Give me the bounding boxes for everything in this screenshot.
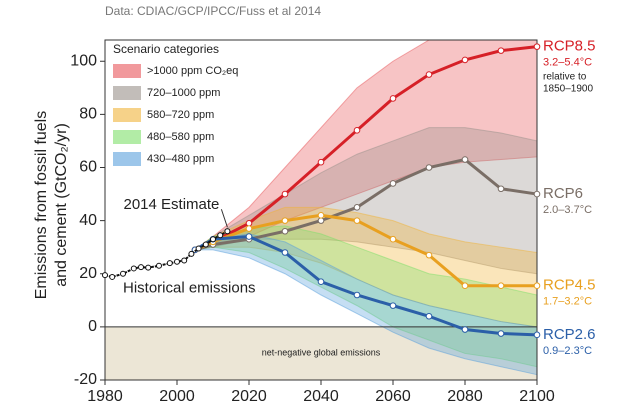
- legend-title: Scenario categories: [113, 42, 219, 56]
- point: [281, 249, 289, 256]
- point: [245, 219, 253, 227]
- point: [317, 217, 325, 224]
- point: [533, 331, 541, 339]
- point: [461, 282, 469, 290]
- series-temperature: 1.7–3.2°C: [543, 296, 592, 308]
- point: [461, 156, 469, 163]
- point: [497, 330, 505, 337]
- x-tick-label: 1980: [87, 388, 123, 405]
- point: [353, 217, 361, 224]
- point: [281, 190, 289, 198]
- negative-label: net-negative global emissions: [262, 347, 381, 357]
- x-tick-label: 2060: [375, 388, 411, 405]
- point: [461, 326, 469, 333]
- point: [389, 180, 397, 187]
- historical-point: [181, 257, 188, 264]
- point: [425, 164, 433, 171]
- y-tick-label: 60: [79, 159, 97, 176]
- historical-line: [104, 230, 228, 278]
- x-tick-label: 2020: [231, 388, 267, 405]
- point: [245, 225, 253, 232]
- legend-label: 720–1000 ppm: [147, 87, 220, 99]
- point: [389, 95, 397, 102]
- point: [461, 56, 469, 64]
- series-label: RCP2.6: [543, 326, 596, 343]
- y-tick-label: 80: [79, 106, 97, 123]
- historical-point: [217, 232, 224, 239]
- source-note: Data: CDIAC/GCP/IPCC/Fuss et al 2014: [105, 4, 321, 18]
- historical-point: [188, 250, 195, 257]
- y-tick-label: 20: [79, 265, 97, 282]
- point: [317, 212, 325, 219]
- historical-point: [138, 264, 144, 271]
- y-tick-label: 40: [79, 212, 97, 229]
- x-tick-label: 2080: [447, 388, 483, 405]
- historical-point: [130, 265, 137, 272]
- point: [533, 190, 541, 198]
- legend-label: >1000 ppm CO₂eq: [147, 65, 238, 77]
- x-tick-label: 2100: [519, 388, 555, 405]
- legend-swatch: [113, 108, 141, 122]
- point: [497, 282, 505, 290]
- series-label: RCP6: [543, 185, 583, 202]
- series-note: 1850–1900: [543, 83, 593, 94]
- point: [389, 235, 397, 243]
- series-temperature: 3.2–5.4°C: [543, 57, 592, 69]
- legend-swatch: [113, 152, 141, 166]
- y-tick-label: -20: [74, 371, 97, 388]
- point: [353, 204, 361, 211]
- historical-point: [174, 258, 180, 265]
- series-temperature: 2.0–3.7°C: [543, 204, 592, 216]
- point: [533, 43, 541, 50]
- historical-point: [156, 262, 162, 269]
- point: [317, 158, 325, 166]
- historical-point: [120, 270, 126, 277]
- series-temperature: 0.9–2.3°C: [543, 345, 592, 357]
- point: [353, 127, 361, 134]
- legend-swatch: [113, 64, 141, 78]
- historical-point: [166, 260, 173, 267]
- point: [389, 302, 397, 309]
- estimate-pointer: [220, 209, 228, 228]
- historical-point: [224, 228, 231, 235]
- x-tick-label: 2040: [303, 388, 339, 405]
- point: [353, 291, 361, 299]
- y-tick-label: 0: [88, 318, 97, 335]
- historical-point: [109, 273, 116, 280]
- point: [425, 312, 433, 320]
- point: [533, 282, 541, 290]
- historical-point: [202, 241, 209, 248]
- legend-box: [107, 42, 257, 172]
- historical-label: Historical emissions: [123, 279, 256, 296]
- y-axis-label: Emissions from fossil fuels: [33, 111, 50, 300]
- legend-label: 430–480 ppm: [147, 153, 214, 165]
- estimate-label: 2014 Estimate: [124, 196, 220, 213]
- point: [497, 185, 505, 193]
- point: [281, 227, 289, 235]
- historical-point: [102, 272, 108, 279]
- x-tick-label: 2000: [159, 388, 195, 405]
- point: [425, 71, 433, 78]
- series-note: relative to: [543, 71, 587, 82]
- legend-swatch: [113, 130, 141, 144]
- historical-point: [210, 236, 216, 243]
- historical-point: [195, 245, 202, 252]
- y-tick-label: 100: [70, 52, 97, 69]
- historical-point: [145, 264, 152, 271]
- series-label: RCP4.5: [543, 277, 596, 294]
- point: [497, 47, 505, 54]
- legend-label: 480–580 ppm: [147, 131, 214, 143]
- point: [425, 251, 433, 259]
- point: [245, 233, 253, 240]
- point: [281, 217, 289, 224]
- legend-label: 580–720 ppm: [147, 109, 214, 121]
- series-label: RCP8.5: [543, 38, 596, 55]
- point: [317, 278, 325, 286]
- y-axis-label: and cement (GtCO₂/yr): [53, 123, 70, 287]
- legend-swatch: [113, 86, 141, 100]
